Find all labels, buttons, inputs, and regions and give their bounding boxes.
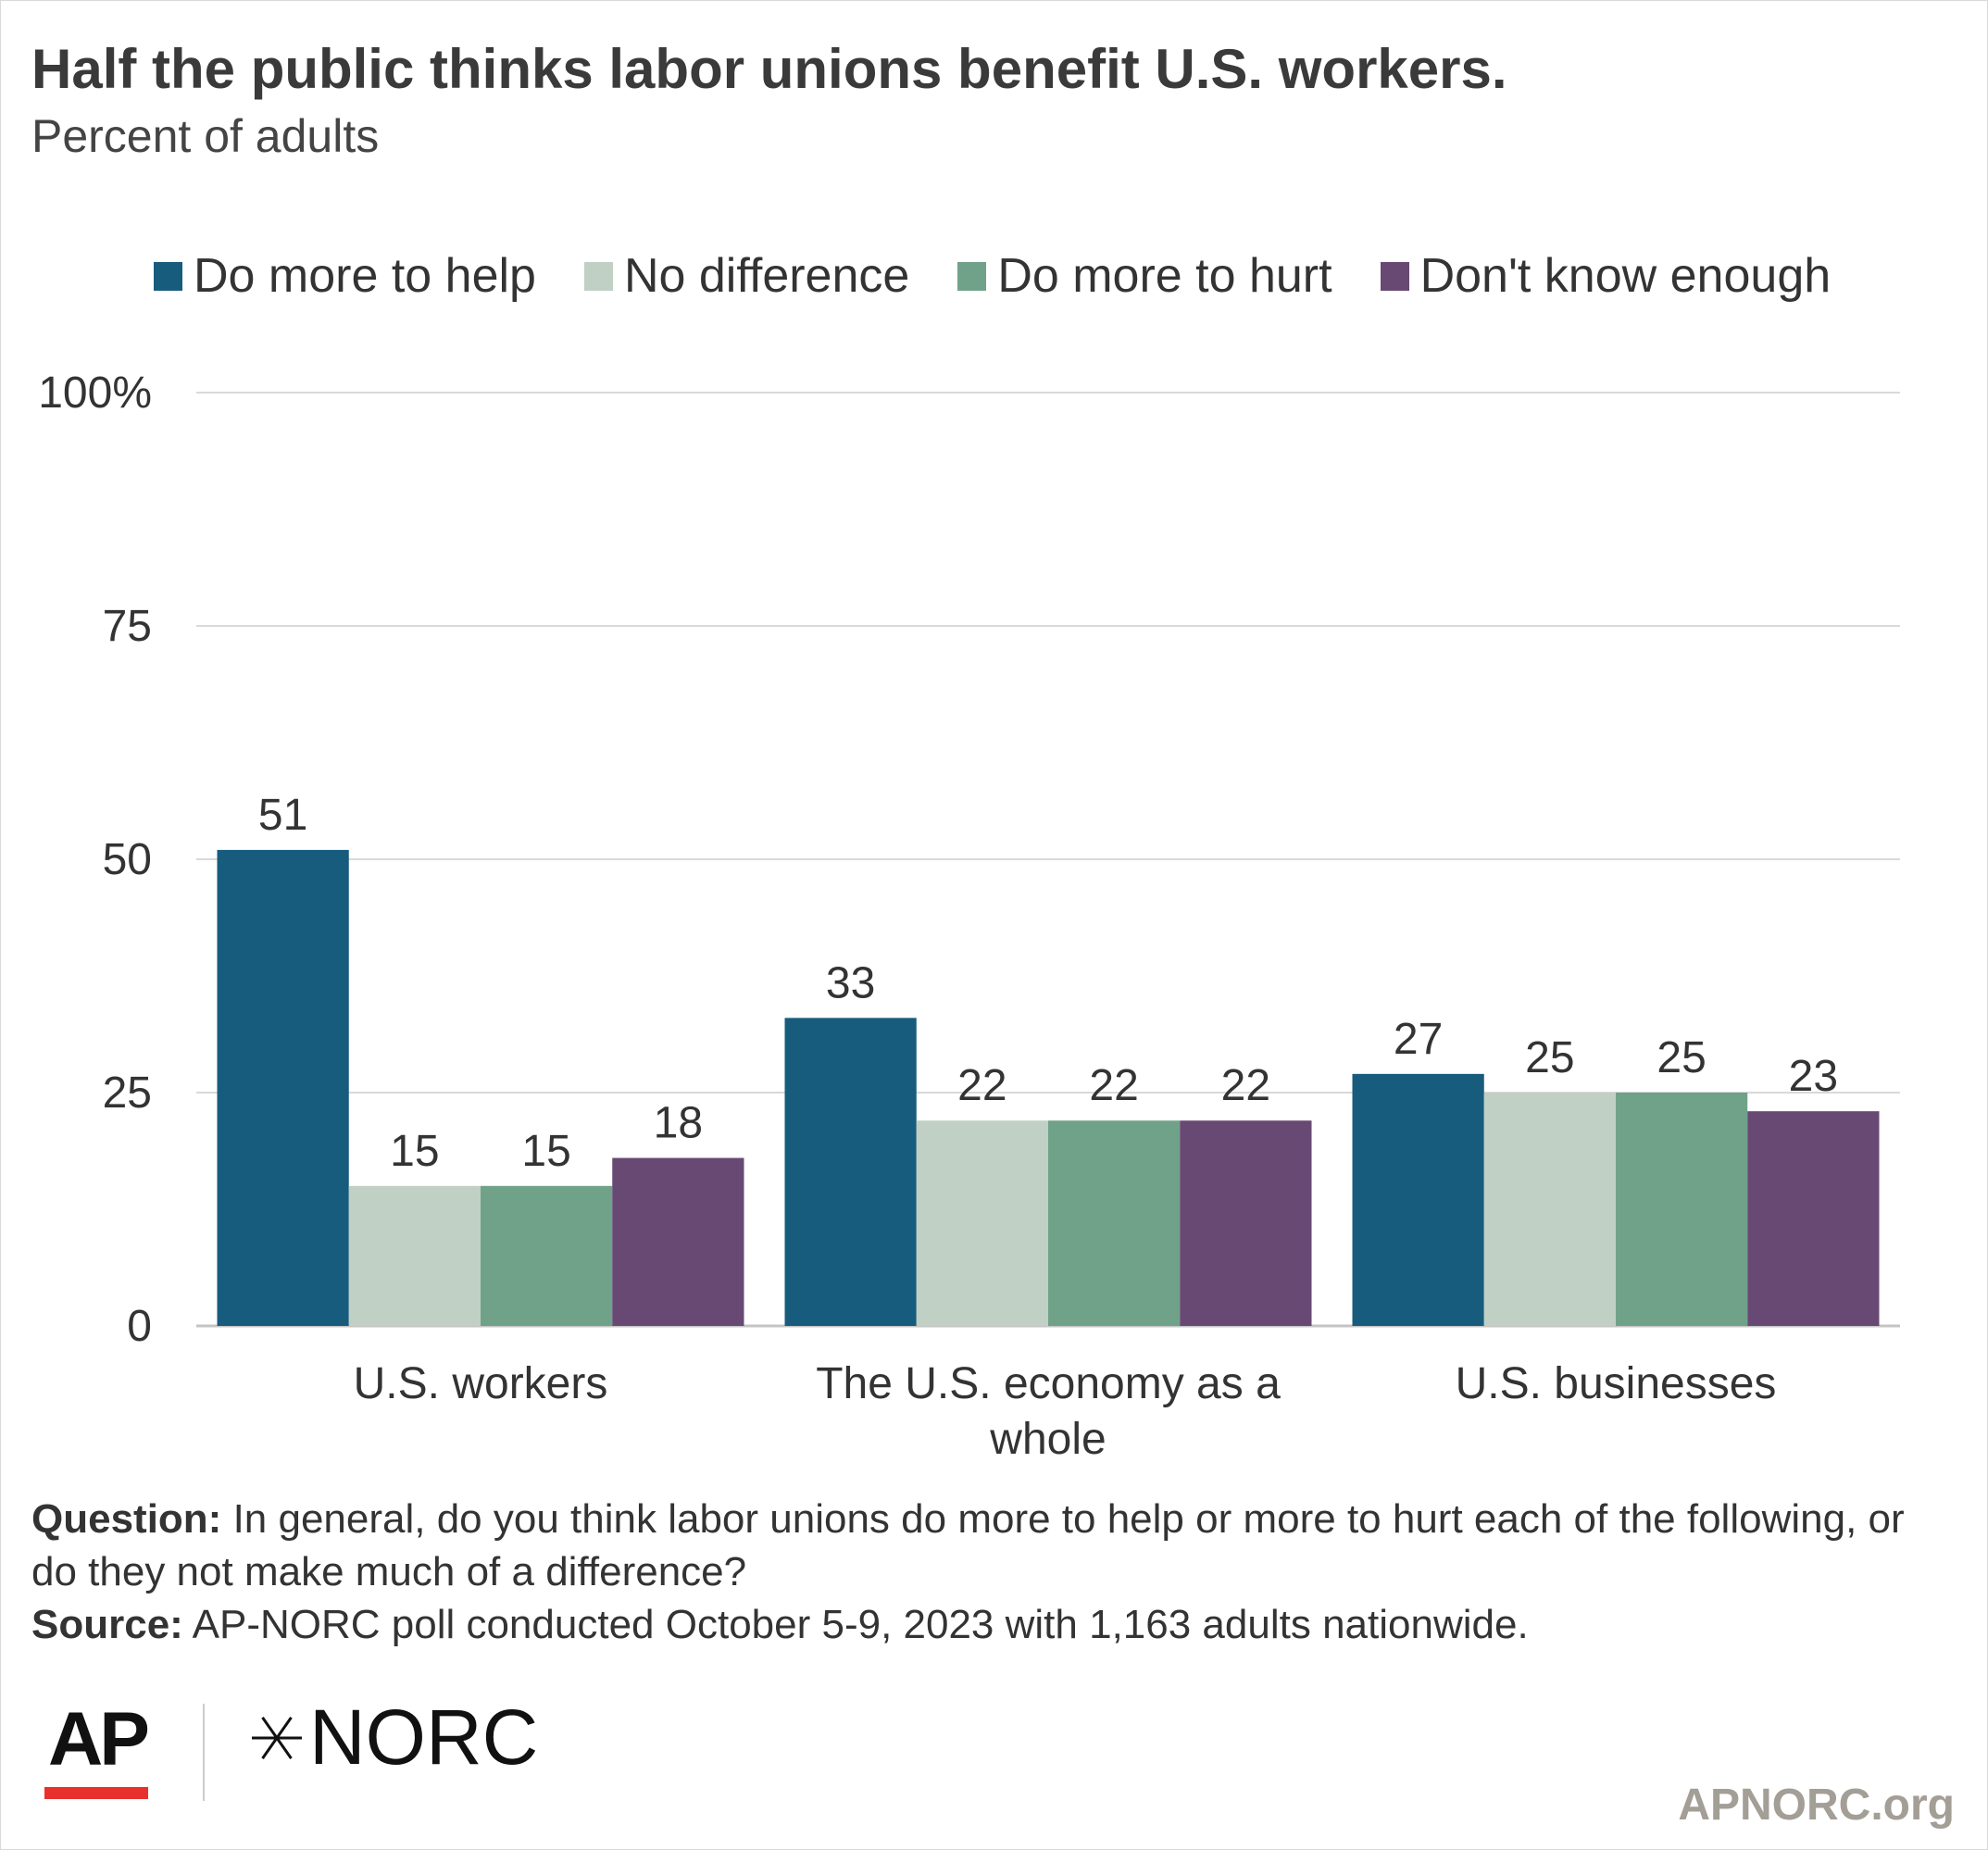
x-tick-label-line: whole <box>989 1415 1106 1464</box>
x-tick-label: U.S. workers <box>354 1359 608 1408</box>
source-text: AP-NORC poll conducted October 5-9, 2023… <box>192 1602 1529 1647</box>
legend-swatch <box>957 261 987 291</box>
bar-3-1 <box>1352 1073 1484 1326</box>
bar-3-2 <box>1483 1093 1616 1326</box>
question-label: Question: <box>31 1496 222 1542</box>
bar-1-3 <box>481 1185 613 1326</box>
data-label: 33 <box>826 958 875 1007</box>
data-label: 22 <box>957 1061 1007 1110</box>
x-tick-label-line: The U.S. economy as a <box>816 1359 1281 1408</box>
legend-label: No difference <box>623 249 910 303</box>
bar-3-3 <box>1616 1093 1748 1326</box>
footnote: Question: In general, do you think labor… <box>31 1493 1939 1651</box>
legend-label: Don't know enough <box>1419 249 1832 303</box>
legend-label: Do more to help <box>194 249 536 303</box>
norc-logo-text: NORC <box>309 1694 539 1781</box>
data-label: 15 <box>521 1127 570 1176</box>
legend-swatch <box>583 261 613 291</box>
ap-logo: AP <box>48 1697 150 1781</box>
legend-item-1: Do more to help <box>154 248 536 304</box>
norc-star-icon <box>252 1716 302 1759</box>
data-label: 18 <box>654 1099 703 1148</box>
legend-item-4: Don't know enough <box>1380 248 1832 304</box>
data-label: 25 <box>1657 1033 1706 1082</box>
question-note: Question: In general, do you think labor… <box>31 1493 1939 1598</box>
bar-1-4 <box>612 1157 744 1326</box>
question-text: In general, do you think labor unions do… <box>31 1496 1905 1594</box>
bar-3-4 <box>1747 1111 1880 1326</box>
chart-subtitle: Percent of adults <box>31 110 380 162</box>
y-tick-label: 75 <box>103 602 152 651</box>
data-label: 22 <box>1221 1061 1270 1110</box>
source-label: Source: <box>31 1602 183 1647</box>
data-label: 27 <box>1394 1015 1443 1064</box>
y-tick-label: 25 <box>103 1069 152 1118</box>
data-label: 51 <box>258 791 307 840</box>
legend-swatch <box>1380 261 1409 291</box>
logo-divider <box>203 1704 205 1801</box>
site-link[interactable]: APNORC.org <box>1678 1781 1955 1830</box>
legend-item-2: No difference <box>583 248 910 304</box>
bar-1-2 <box>348 1185 481 1326</box>
y-tick-label: 100% <box>38 369 152 418</box>
bar-2-3 <box>1048 1120 1181 1326</box>
y-tick-label: 0 <box>127 1302 152 1351</box>
x-tick-label: U.S. businesses <box>1456 1359 1777 1408</box>
chart-title: Half the public thinks labor unions bene… <box>31 38 1507 100</box>
x-tick-label-line: U.S. businesses <box>1456 1359 1777 1408</box>
data-label: 15 <box>390 1127 439 1176</box>
x-tick-label: The U.S. economy as a whole <box>816 1359 1281 1464</box>
bar-2-4 <box>1180 1120 1312 1326</box>
legend: Do more to help No difference Do more to h… <box>154 246 1831 306</box>
data-label: 22 <box>1089 1061 1138 1110</box>
bar-1-1 <box>217 849 349 1326</box>
ap-logo-bar <box>44 1787 148 1799</box>
bar-chart: 0 25 50 75 100% 51 15 15 18 U.S. workers 33 22 22 22 T… <box>38 369 1900 1464</box>
y-tick-label: 50 <box>103 835 152 884</box>
norc-logo: NORC <box>248 1693 538 1782</box>
source-note: Source: AP-NORC poll conducted October 5… <box>31 1598 1939 1651</box>
bar-2-1 <box>784 1018 917 1326</box>
legend-item-3: Do more to hurt <box>957 248 1332 304</box>
data-label: 25 <box>1525 1033 1574 1082</box>
x-tick-label-line: U.S. workers <box>354 1359 608 1408</box>
legend-swatch <box>154 261 182 291</box>
data-label: 23 <box>1789 1052 1838 1101</box>
bar-2-2 <box>916 1120 1048 1326</box>
legend-label: Do more to hurt <box>997 249 1332 303</box>
